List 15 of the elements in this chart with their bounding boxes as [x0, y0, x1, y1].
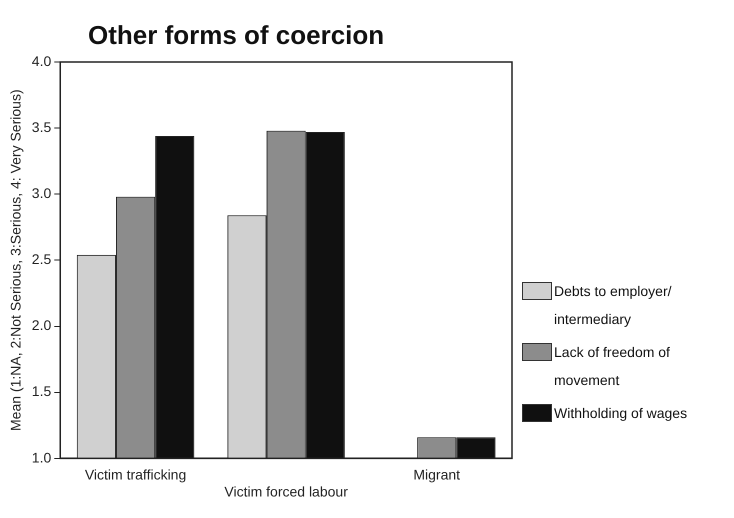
x-tick-label: Victim trafficking	[84, 466, 186, 483]
y-axis-title: Mean (1:NA, 2:Not Serious, 3:Serious, 4: Very Serious)	[7, 89, 24, 432]
legend-label: Withholding of wages	[554, 404, 688, 423]
chart-title: Other forms of coercion	[88, 20, 384, 51]
y-tick-label: 1.5	[32, 383, 52, 400]
y-tick-label: 2.5	[32, 251, 52, 268]
legend-label: Lack of freedom of movement	[554, 343, 671, 390]
y-tick-label: 3.5	[32, 118, 52, 135]
x-tick-label: Victim forced labour	[224, 483, 348, 500]
y-tick-label: 4.0	[32, 52, 52, 69]
y-tick-label: 2.0	[32, 317, 52, 334]
y-tick-label: 1.0	[32, 449, 52, 466]
y-tick-label: 3.0	[32, 184, 52, 201]
x-tick-label: Migrant	[413, 466, 460, 483]
legend-label: Debts to employer/ intermediary	[554, 282, 672, 329]
